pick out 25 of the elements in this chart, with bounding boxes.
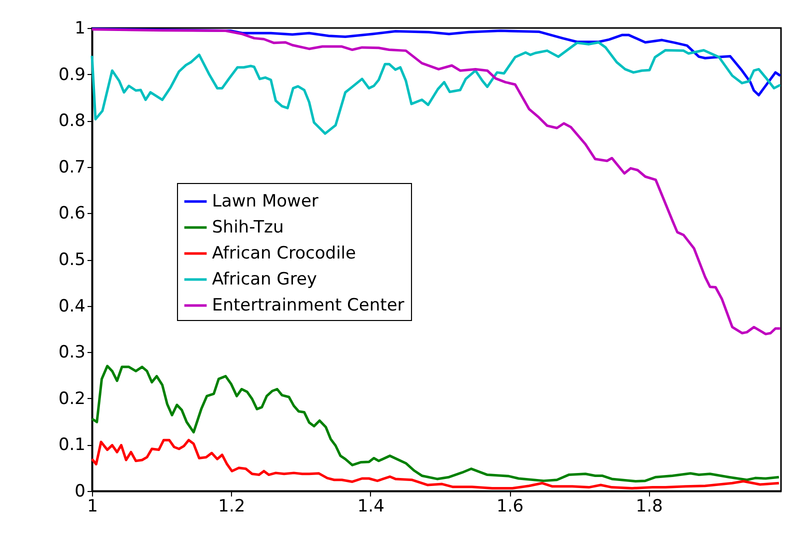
line-series: [90, 438, 780, 490]
y-tick-label: 1: [74, 18, 86, 38]
line-series: [90, 28, 782, 336]
y-tick-label: 0.1: [58, 435, 86, 456]
y-tick-label: 0.6: [58, 204, 86, 224]
y-tick-label: 0.8: [58, 111, 86, 132]
legend-label: African Crocodile: [212, 244, 356, 264]
legend-label: Shih-Tzu: [212, 218, 284, 238]
y-tick-label: 0.9: [58, 64, 86, 85]
legend-label: Entertrainment Center: [212, 296, 404, 316]
y-tick-label: 0.2: [58, 388, 86, 409]
y-tick-label: 0: [74, 482, 86, 502]
x-tick-label: 1.6: [496, 496, 524, 516]
line-series: [90, 364, 780, 483]
y-tick-label: 0.7: [58, 157, 86, 178]
legend-label: Lawn Mower: [212, 192, 318, 212]
x-tick-label: 1: [87, 496, 98, 516]
y-tick-label: 0.5: [58, 250, 86, 270]
x-tick-label: 1.4: [357, 496, 384, 516]
line-series: [90, 41, 782, 135]
y-tick-label: 0.3: [58, 342, 86, 363]
x-tick-label: 1.8: [636, 496, 663, 516]
y-tick-label: 0.4: [58, 296, 86, 316]
x-tick-label: 1.2: [218, 496, 246, 516]
legend-label: African Grey: [212, 270, 317, 290]
